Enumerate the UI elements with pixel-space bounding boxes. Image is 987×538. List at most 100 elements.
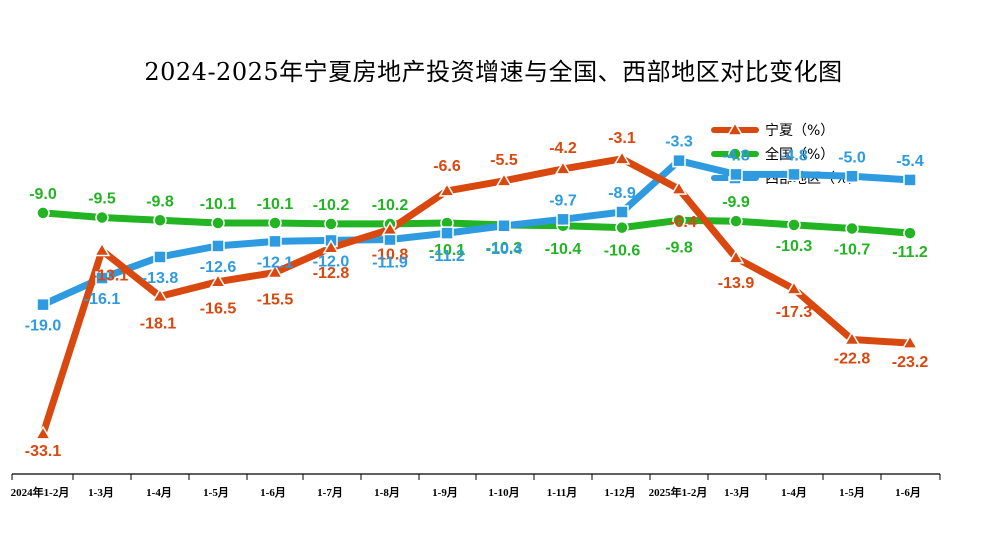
data-label: -10.2 bbox=[313, 197, 350, 214]
data-label: -33.1 bbox=[25, 443, 62, 460]
x-tick-label: 1-9月 bbox=[432, 486, 458, 499]
series-2-marker bbox=[36, 297, 50, 312]
series-lines bbox=[39, 155, 914, 438]
series-1-marker bbox=[729, 214, 743, 228]
data-label: -5.5 bbox=[490, 152, 518, 169]
series-0-marker bbox=[613, 150, 631, 165]
series-2-marker bbox=[153, 250, 167, 264]
data-label: -3.1 bbox=[608, 130, 636, 147]
series-2-marker bbox=[95, 271, 109, 285]
legend-marker-1 bbox=[728, 147, 742, 161]
series-2-marker bbox=[787, 167, 801, 182]
series-2-marker bbox=[729, 167, 743, 182]
series-1-marker bbox=[95, 210, 109, 225]
series-2-marker bbox=[672, 153, 686, 168]
x-tick-label: 1-6月 bbox=[260, 486, 286, 499]
series-0-marker bbox=[785, 280, 803, 295]
series-line-0 bbox=[39, 155, 914, 438]
series-0-marker bbox=[322, 239, 340, 254]
data-label: -11.2 bbox=[892, 244, 928, 261]
data-label: -10.6 bbox=[604, 243, 641, 260]
data-label: -11.2 bbox=[429, 248, 465, 265]
series-2-marker bbox=[268, 234, 282, 249]
series-2-marker bbox=[615, 205, 629, 219]
data-label: -13.8 bbox=[142, 270, 179, 287]
data-label: -9.0 bbox=[29, 186, 57, 203]
data-label: -5.0 bbox=[838, 149, 866, 166]
data-label: -12.6 bbox=[200, 259, 237, 276]
series-2-marker bbox=[497, 219, 511, 233]
series-0-marker bbox=[901, 334, 919, 349]
series-2-marker bbox=[845, 169, 859, 183]
data-label: -10.1 bbox=[200, 196, 237, 213]
data-label: -13.9 bbox=[718, 275, 755, 292]
series-2-marker bbox=[440, 226, 454, 240]
data-label: -9.7 bbox=[549, 192, 577, 209]
data-label: -10.2 bbox=[372, 197, 409, 214]
x-axis: 2024年1-2月 1-3月 1-4月 1-5月 1-6月 1-7月 1-8月 1-9月 1-1… bbox=[11, 473, 941, 499]
x-tick-label: 1-7月 bbox=[317, 486, 343, 499]
data-label: -10.3 bbox=[776, 238, 813, 255]
data-label: -10.1 bbox=[257, 196, 294, 213]
series-0-marker bbox=[381, 220, 399, 236]
series-1-marker bbox=[324, 217, 338, 231]
x-tick-label: 1-3月 bbox=[724, 486, 750, 499]
series-1-marker bbox=[672, 213, 686, 228]
data-label: -4.2 bbox=[549, 140, 577, 157]
series-0-marker bbox=[151, 287, 169, 303]
series-2-marker bbox=[903, 173, 917, 187]
series-0-marker bbox=[93, 242, 111, 257]
data-label: -9.9 bbox=[722, 194, 750, 211]
series-0-marker bbox=[727, 249, 745, 264]
x-tick-label: 1-11月 bbox=[547, 486, 578, 499]
series-1-marker bbox=[211, 216, 225, 230]
data-label: -19.0 bbox=[25, 318, 62, 335]
legend-marker-0 bbox=[726, 121, 744, 136]
series-0-marker bbox=[843, 330, 861, 346]
legend-label-0: 宁夏（%） bbox=[765, 122, 834, 139]
data-label: -23.2 bbox=[892, 354, 929, 371]
data-label: -9.5 bbox=[88, 191, 116, 208]
data-label: -5.4 bbox=[896, 153, 924, 170]
x-tick-label: 2024年1-2月 bbox=[11, 485, 70, 499]
series-0-marker bbox=[34, 425, 52, 440]
x-tick-label: 1-3月 bbox=[88, 486, 114, 499]
series-markers bbox=[34, 150, 919, 440]
data-label: -4.8 bbox=[780, 147, 808, 164]
data-label: -6.4 bbox=[669, 214, 697, 231]
data-label: -12.8 bbox=[313, 265, 350, 282]
series-0-marker bbox=[209, 273, 227, 288]
x-tick-label: 1-5月 bbox=[839, 486, 865, 499]
x-tick-label: 1-8月 bbox=[374, 486, 400, 499]
series-line-2 bbox=[39, 157, 914, 309]
x-tick-label: 1-5月 bbox=[203, 486, 229, 499]
data-label: -6.6 bbox=[433, 158, 461, 175]
series-0-marker bbox=[670, 180, 688, 195]
x-tick-label: 2025年1-2月 bbox=[649, 485, 708, 499]
data-label: -22.8 bbox=[834, 350, 871, 367]
series-1-marker bbox=[787, 218, 801, 232]
x-tick-label: 1-6月 bbox=[895, 486, 921, 499]
series-2-marker bbox=[383, 232, 397, 247]
data-label: -18.1 bbox=[140, 315, 177, 332]
data-label: -11.9 bbox=[372, 255, 408, 272]
series-line-1 bbox=[39, 209, 914, 237]
data-label: -17.3 bbox=[776, 304, 813, 321]
x-tick-label: 1-4月 bbox=[146, 486, 172, 499]
series-2-marker bbox=[556, 212, 570, 227]
data-label: -8.9 bbox=[608, 185, 636, 202]
data-label: -10.8 bbox=[372, 246, 409, 263]
data-label: -12.0 bbox=[313, 253, 350, 270]
x-tick-label: 1-12月 bbox=[604, 486, 635, 499]
data-label: -10.4 bbox=[486, 241, 523, 258]
series-1-marker bbox=[153, 213, 167, 228]
series-1-marker bbox=[268, 216, 282, 230]
data-label: -10.3 bbox=[486, 240, 523, 257]
series-0-marker bbox=[438, 182, 456, 197]
chart-title: 2024-2025年宁夏房地产投资增速与全国、西部地区对比变化图 bbox=[144, 58, 843, 86]
data-label: -16.1 bbox=[84, 291, 121, 308]
legend-label-1: 全国（%） bbox=[765, 146, 834, 163]
x-tick-label: 1-4月 bbox=[781, 486, 807, 499]
data-label: -12.1 bbox=[257, 254, 294, 271]
